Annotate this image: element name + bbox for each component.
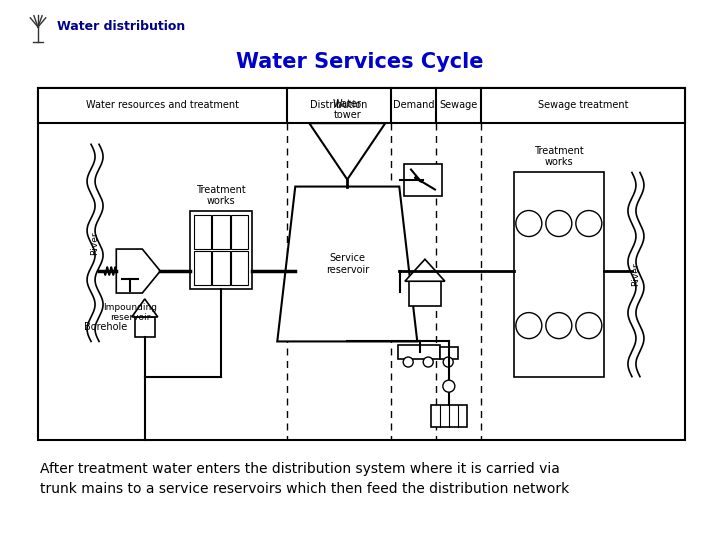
Bar <box>194 215 212 249</box>
Circle shape <box>516 313 542 339</box>
Bar <box>212 215 230 249</box>
Circle shape <box>576 211 602 237</box>
Circle shape <box>443 380 455 392</box>
Bar <box>440 347 458 359</box>
Text: Sewage treatment: Sewage treatment <box>538 100 629 111</box>
Circle shape <box>546 211 572 237</box>
Bar <box>212 251 230 285</box>
Text: Borehole: Borehole <box>84 322 127 332</box>
Bar <box>190 211 252 289</box>
Bar <box>409 281 441 306</box>
Circle shape <box>546 313 572 339</box>
Circle shape <box>576 313 602 339</box>
Text: After treatment water enters the distribution system where it is carried via: After treatment water enters the distrib… <box>40 462 560 476</box>
Polygon shape <box>310 123 385 179</box>
Text: River: River <box>91 231 99 255</box>
Bar <box>135 317 155 337</box>
Polygon shape <box>277 186 418 341</box>
Text: Demand: Demand <box>392 100 434 111</box>
Text: Treatment
works: Treatment works <box>196 185 246 206</box>
Circle shape <box>444 357 453 367</box>
Text: Water resources and treatment: Water resources and treatment <box>86 100 239 111</box>
Circle shape <box>423 357 433 367</box>
Bar <box>514 172 604 376</box>
Bar <box>230 215 248 249</box>
Circle shape <box>403 357 413 367</box>
Text: Sewage: Sewage <box>439 100 477 111</box>
Polygon shape <box>132 299 158 317</box>
Text: Service
reservoir: Service reservoir <box>325 253 369 275</box>
Bar <box>404 164 442 195</box>
Bar <box>230 251 248 285</box>
Text: Distribution: Distribution <box>310 100 367 111</box>
Text: trunk mains to a service reservoirs which then feed the distribution network: trunk mains to a service reservoirs whic… <box>40 482 570 496</box>
Text: River: River <box>631 263 641 286</box>
Polygon shape <box>405 259 445 281</box>
Text: Water distribution: Water distribution <box>57 21 185 33</box>
Bar <box>38 88 685 123</box>
Bar <box>194 251 212 285</box>
Polygon shape <box>117 249 161 293</box>
Bar <box>38 88 685 440</box>
Text: Impounding
reservoir: Impounding reservoir <box>103 303 157 322</box>
Circle shape <box>516 211 542 237</box>
Bar <box>398 345 440 359</box>
Text: Water Services Cycle: Water Services Cycle <box>236 52 484 72</box>
Text: Water
tower: Water tower <box>333 99 361 120</box>
Text: Treatment
works: Treatment works <box>534 146 584 167</box>
Bar <box>431 405 467 427</box>
